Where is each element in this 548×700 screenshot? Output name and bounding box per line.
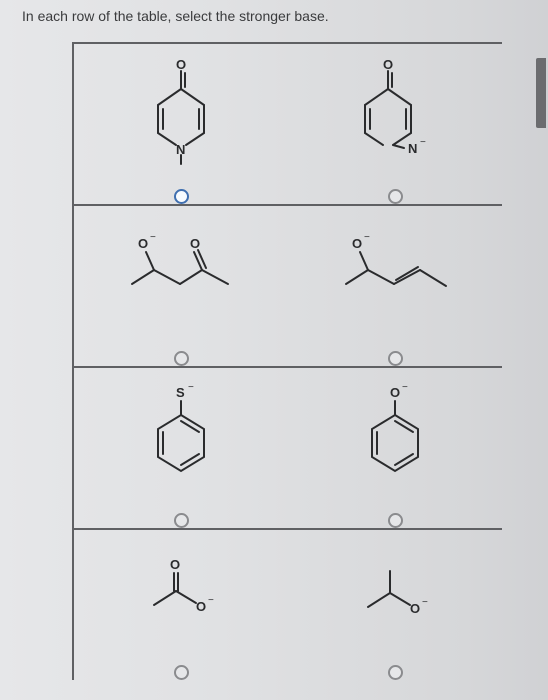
radio-row4-right[interactable] xyxy=(388,665,403,680)
oxygen-label: O xyxy=(352,236,362,251)
oxygen-label: O xyxy=(390,385,400,400)
minus-charge: − xyxy=(422,597,428,608)
sulfur-label: S xyxy=(176,385,185,400)
table-row: O − O O − xyxy=(74,206,502,368)
oxygen-label: O xyxy=(196,599,206,614)
minus-charge: − xyxy=(150,232,156,243)
oxygen-label: O xyxy=(410,601,420,616)
structure-row3-left: S − xyxy=(74,374,288,507)
option-cell[interactable]: O − xyxy=(288,530,502,680)
oxygen-label: O xyxy=(190,236,200,251)
structure-row1-left: O N xyxy=(74,50,288,183)
option-cell[interactable]: O N − xyxy=(288,44,502,204)
radio-row4-left[interactable] xyxy=(174,665,189,680)
option-cell[interactable]: O O − xyxy=(74,530,288,680)
option-cell[interactable]: O N xyxy=(74,44,288,204)
radio-row2-right[interactable] xyxy=(388,351,403,366)
structure-row1-right: O N − xyxy=(288,50,502,183)
selection-table: O N xyxy=(72,42,502,680)
radio-row3-right[interactable] xyxy=(388,513,403,528)
option-cell[interactable]: O − xyxy=(288,368,502,528)
oxygen-label: O xyxy=(383,57,393,72)
oxygen-label: O xyxy=(138,236,148,251)
table-row: O O − O − xyxy=(74,530,502,680)
radio-row3-left[interactable] xyxy=(174,513,189,528)
option-cell[interactable]: O − O xyxy=(74,206,288,366)
option-cell[interactable]: S − xyxy=(74,368,288,528)
option-cell[interactable]: O − xyxy=(288,206,502,366)
nitrogen-label: N xyxy=(408,141,417,156)
instruction-text: In each row of the table, select the str… xyxy=(22,8,329,24)
radio-row2-left[interactable] xyxy=(174,351,189,366)
minus-charge: − xyxy=(364,232,370,243)
structure-row4-right: O − xyxy=(288,536,502,659)
oxygen-label: O xyxy=(170,557,180,572)
structure-row4-left: O O − xyxy=(74,536,288,659)
minus-charge: − xyxy=(208,595,214,606)
minus-charge: − xyxy=(188,382,194,393)
structure-row2-left: O − O xyxy=(74,212,288,345)
page-edge-shadow xyxy=(536,58,546,128)
radio-row1-left[interactable] xyxy=(174,189,189,204)
table-row: O N xyxy=(74,44,502,206)
oxygen-label: O xyxy=(176,57,186,72)
table-row: S − O − xyxy=(74,368,502,530)
minus-charge: − xyxy=(402,382,408,393)
structure-row3-right: O − xyxy=(288,374,502,507)
radio-row1-right[interactable] xyxy=(388,189,403,204)
structure-row2-right: O − xyxy=(288,212,502,345)
minus-charge: − xyxy=(420,137,426,148)
